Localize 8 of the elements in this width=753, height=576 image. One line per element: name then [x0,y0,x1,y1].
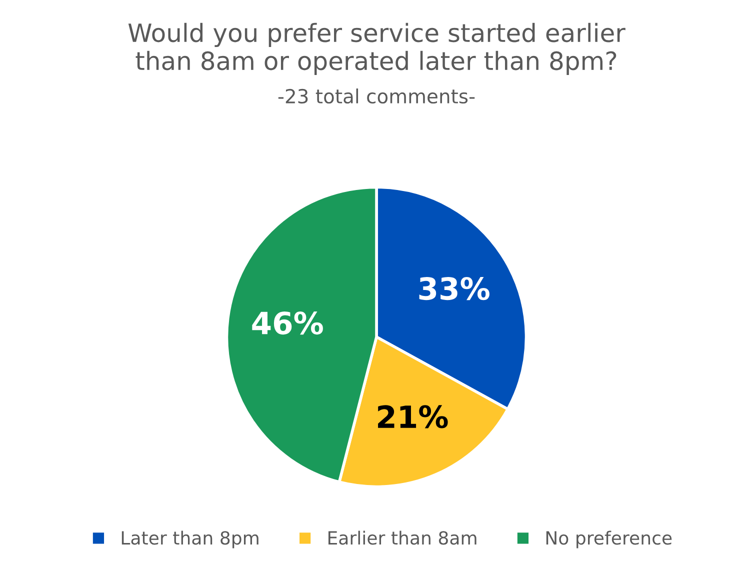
legend-label: Later than 8pm [122,530,258,548]
chart-subtitle: -23 total comments- [278,88,475,104]
legend-label: No preference [546,530,672,548]
data-label: 33% [419,276,490,300]
data-label: 21% [378,405,448,428]
data-label: 46% [252,311,323,335]
legend-label: Earlier than 8am [328,530,476,545]
chart-title: Would you prefer service started earlier than 8am or operated later than 8pm? [128,22,626,76]
